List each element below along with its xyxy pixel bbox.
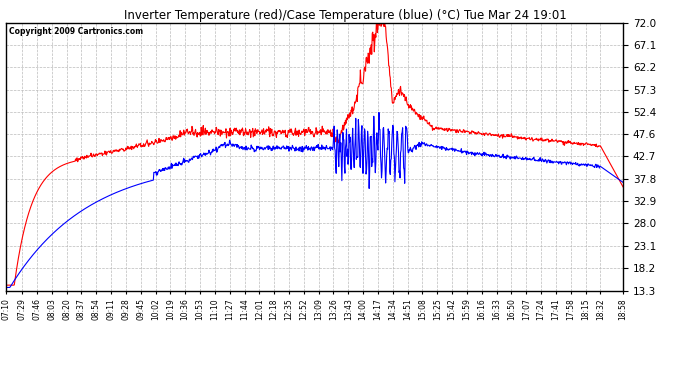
Text: Inverter Temperature (red)/Case Temperature (blue) (°C) Tue Mar 24 19:01: Inverter Temperature (red)/Case Temperat… bbox=[124, 9, 566, 22]
Text: Copyright 2009 Cartronics.com: Copyright 2009 Cartronics.com bbox=[8, 27, 143, 36]
